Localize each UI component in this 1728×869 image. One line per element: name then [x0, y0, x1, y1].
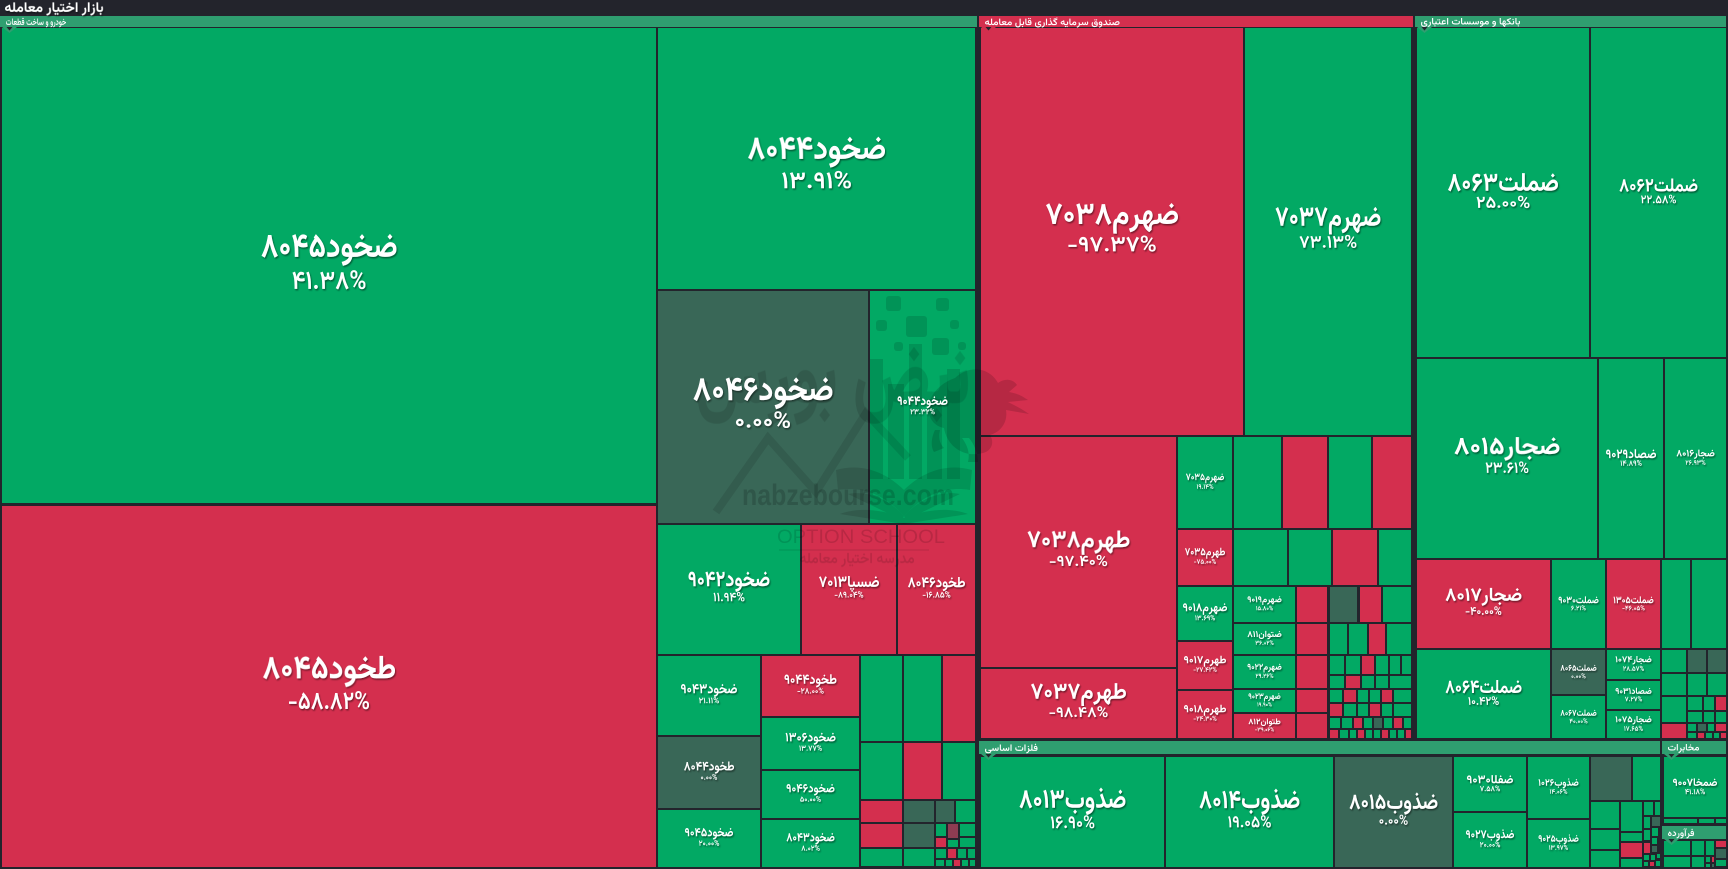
svg-text:nabzebourse.com: nabzebourse.com — [742, 479, 954, 512]
svg-text:OPTION SCHOOL: OPTION SCHOOL — [777, 527, 945, 548]
